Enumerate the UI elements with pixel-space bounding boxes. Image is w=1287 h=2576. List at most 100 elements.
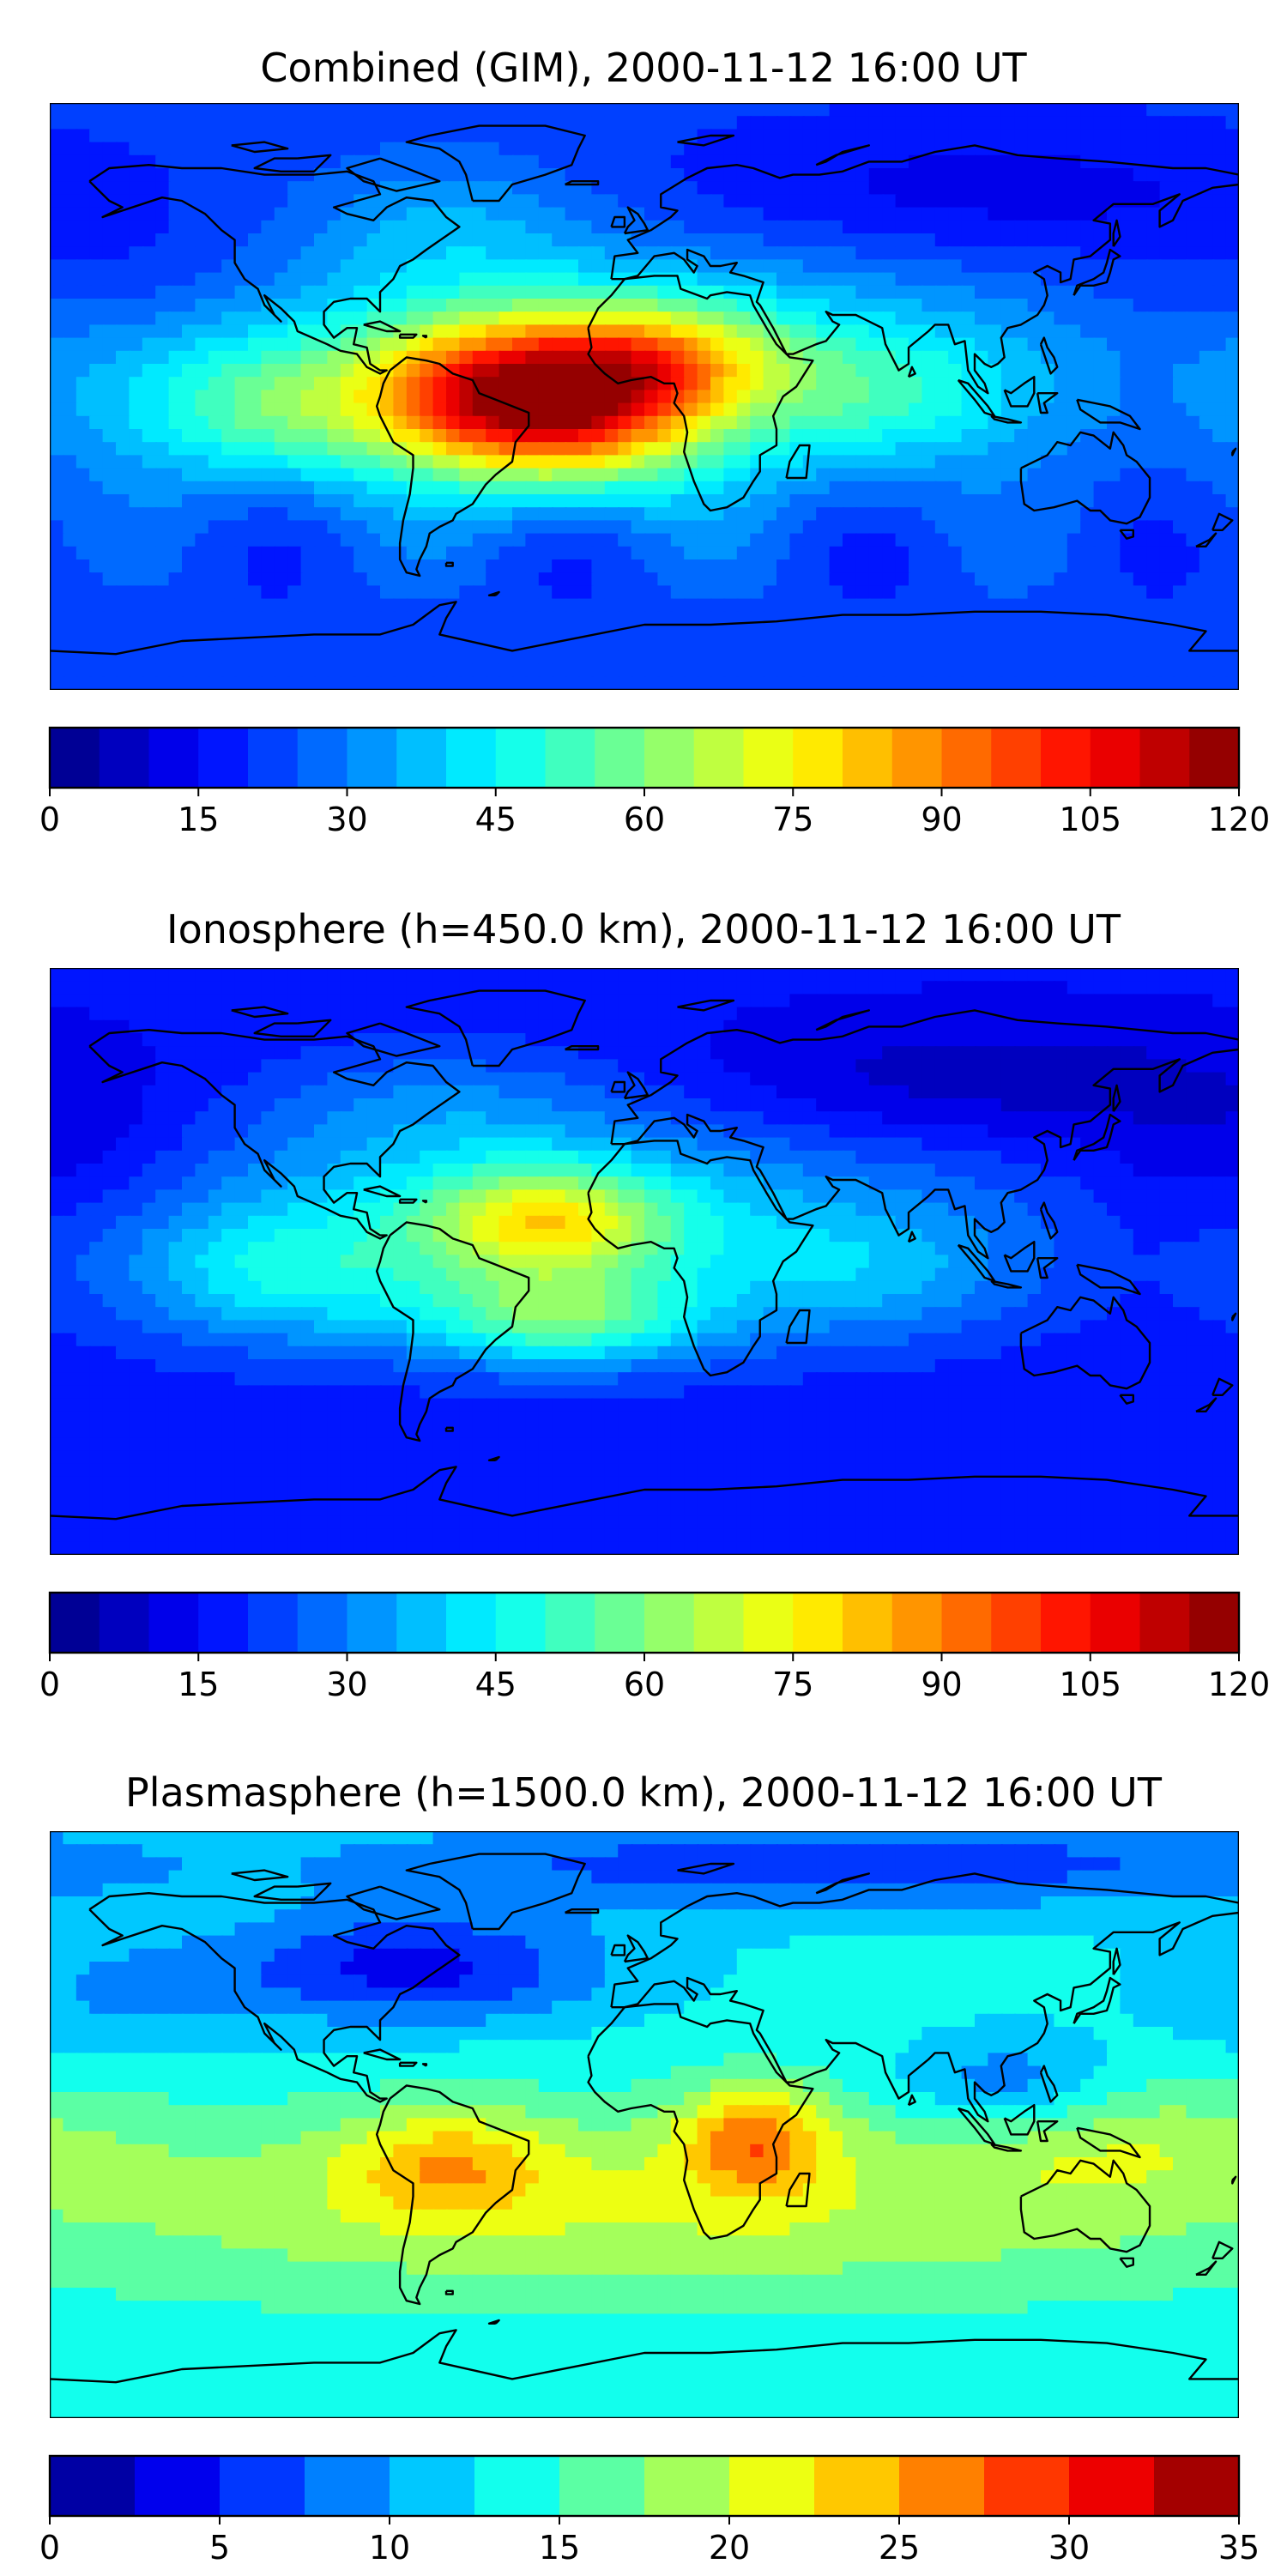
colorbar-band [942,1593,992,1653]
colorbar-tick-label: 45 [475,1666,517,1703]
colorbar-band [396,1593,446,1653]
colorbar-band [100,1593,149,1653]
colorbar-band [305,2456,390,2516]
colorbar-tick-label: 0 [39,801,60,838]
colorbar-band [496,1593,546,1653]
colorbar-band [347,1593,397,1653]
colorbar-tick-label: 10 [369,2529,410,2567]
colorbar-band [198,1593,248,1653]
map-combined [50,103,1239,690]
colorbar-tick-label: 75 [772,1666,813,1703]
map-plasmasphere [50,1831,1239,2418]
colorbar-band [347,728,397,788]
colorbar-band [694,1593,744,1653]
colorbar-tick-label: 120 [1208,801,1271,838]
colorbar-band [1069,2456,1155,2516]
colorbar-band [474,2456,560,2516]
colorbar-band [248,1593,298,1653]
colorbar-tick-label: 30 [1048,2529,1090,2567]
colorbar-band [1041,728,1091,788]
colorbar-tick-label: 15 [178,1666,219,1703]
colorbar-tick-label: 45 [475,801,517,838]
colorbar-tick-label: 60 [624,801,665,838]
colorbar-band [135,2456,221,2516]
colorbar-band [644,2456,730,2516]
colorbar-tick-label: 15 [539,2529,580,2567]
colorbar-band [248,728,298,788]
colorbar-band [1091,1593,1140,1653]
colorbar-band [1154,2456,1240,2516]
colorbar-tick-label: 15 [178,801,219,838]
colorbar-tick-label: 75 [772,801,813,838]
contour-fill [50,103,1239,690]
map-title-plasmasphere: Plasmasphere (h=1500.0 km), 2000-11-12 1… [0,1773,1287,1812]
colorbar-band [446,728,496,788]
colorbar-band [1140,1593,1190,1653]
colorbar-band [149,728,199,788]
colorbar-tick-label: 0 [39,2529,60,2567]
colorbar-tick-label: 30 [326,801,367,838]
colorbar-tick-label: 30 [326,1666,367,1703]
colorbar-band [814,2456,900,2516]
colorbar-band [298,728,347,788]
colorbar-band [396,728,446,788]
colorbar-band [220,2456,305,2516]
colorbar-tick-label: 25 [879,2529,920,2567]
colorbar-band [899,2456,985,2516]
colorbar-band [644,728,694,788]
map-title-combined: Combined (GIM), 2000-11-12 16:00 UT [0,48,1287,88]
colorbar-band [298,1593,347,1653]
colorbar-tick-label: 105 [1059,801,1121,838]
colorbar-tick-label: 35 [1218,2529,1260,2567]
colorbar-band [50,1593,100,1653]
colorbar-band [390,2456,475,2516]
colorbar-band [744,1593,794,1653]
colorbar-band [694,728,744,788]
colorbar-band [595,1593,644,1653]
contour-fill [50,1831,1239,2418]
colorbar-tick-label: 20 [709,2529,750,2567]
colorbar-tick-label: 60 [624,1666,665,1703]
colorbar-band [198,728,248,788]
colorbar-band [644,1593,694,1653]
map-ionosphere [50,968,1239,1555]
colorbar-band [496,728,546,788]
map-title-ionosphere: Ionosphere (h=450.0 km), 2000-11-12 16:0… [0,910,1287,949]
colorbar-band [100,728,149,788]
colorbar-band [991,728,1041,788]
colorbar-tick-label: 0 [39,1666,60,1703]
colorbar-band [50,2456,136,2516]
contour-fill [50,968,1239,1555]
colorbar-tick-label: 105 [1059,1666,1121,1703]
colorbar-band [892,728,942,788]
colorbar-band [991,1593,1041,1653]
colorbar-tick-label: 120 [1208,1666,1271,1703]
colorbar-band [559,2456,645,2516]
colorbar-band [843,728,892,788]
colorbar-band [1189,1593,1239,1653]
colorbar-band [793,728,843,788]
colorbar-tick-label: 5 [209,2529,230,2567]
colorbar-band [546,1593,595,1653]
colorbar-band [546,728,595,788]
colorbar-band [1140,728,1190,788]
colorbar-band [744,728,794,788]
colorbar-band [1091,728,1140,788]
colorbar-band [793,1593,843,1653]
colorbar-band [595,728,644,788]
colorbar-band [843,1593,892,1653]
colorbar-band [942,728,992,788]
colorbar-band [1189,728,1239,788]
colorbar-band [50,728,100,788]
colorbar-band [446,1593,496,1653]
colorbar-band [729,2456,815,2516]
colorbar-band [149,1593,199,1653]
colorbar-tick-label: 90 [921,1666,962,1703]
colorbar-band [984,2456,1070,2516]
colorbar-band [892,1593,942,1653]
colorbar-tick-label: 90 [921,801,962,838]
colorbar-band [1041,1593,1091,1653]
